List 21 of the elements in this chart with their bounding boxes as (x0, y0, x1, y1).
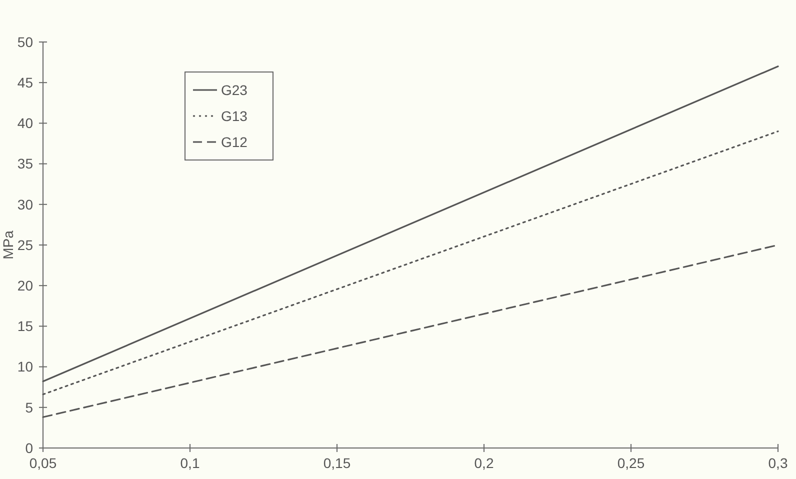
legend-label: G12 (221, 134, 248, 150)
y-tick-label: 5 (25, 399, 34, 416)
y-tick-label: 20 (17, 278, 34, 294)
y-tick-label: 30 (17, 196, 34, 212)
y-tick-label: 15 (17, 318, 34, 334)
legend-label: G23 (221, 82, 248, 98)
y-tick-label: 40 (17, 115, 34, 132)
y-tick-label: 10 (17, 358, 34, 375)
y-tick-label: 0 (25, 440, 34, 456)
x-tick-label: 0,25 (617, 455, 645, 471)
y-tick-label: 45 (17, 74, 34, 90)
x-tick-label: 0,1 (180, 455, 200, 471)
x-tick-label: 0,05 (29, 455, 57, 471)
y-axis-title: MPa (0, 230, 16, 260)
x-tick-label: 0,15 (323, 455, 351, 471)
y-tick-label: 50 (17, 34, 34, 50)
x-tick-label: 0,2 (474, 455, 494, 471)
y-tick-label: 25 (17, 236, 34, 253)
x-tick-label: 0,3 (768, 455, 788, 471)
y-tick-label: 35 (17, 156, 34, 172)
legend-label: G13 (221, 108, 248, 124)
